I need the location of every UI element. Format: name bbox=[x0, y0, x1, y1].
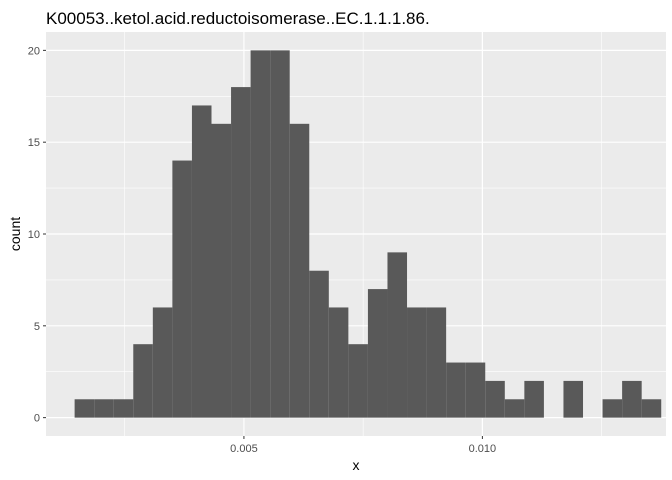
y-axis-ticks: 0 5 10 15 20 bbox=[28, 45, 46, 425]
histogram-bar bbox=[113, 399, 134, 418]
histogram-bar bbox=[328, 307, 349, 418]
y-axis-title: count bbox=[7, 217, 23, 251]
histogram-bar bbox=[622, 380, 642, 418]
x-axis-ticks: 0.005 0.010 bbox=[230, 436, 496, 455]
histogram-bar bbox=[133, 344, 153, 418]
y-tick-label: 0 bbox=[34, 413, 40, 425]
histogram-bar bbox=[504, 399, 525, 418]
histogram-bar bbox=[426, 307, 447, 418]
y-tick-label: 5 bbox=[34, 321, 40, 333]
histogram-bar bbox=[602, 399, 623, 418]
histogram-bar bbox=[641, 399, 662, 418]
histogram-bar bbox=[309, 270, 329, 418]
histogram-bar bbox=[250, 50, 271, 418]
histogram-bar bbox=[348, 344, 368, 418]
histogram-bar bbox=[446, 362, 466, 418]
histogram-bar bbox=[563, 380, 584, 418]
histogram-bar bbox=[367, 289, 388, 418]
histogram-bar bbox=[387, 252, 408, 418]
histogram-bar bbox=[172, 160, 192, 418]
histogram-bar bbox=[211, 123, 232, 418]
histogram-bar bbox=[152, 307, 173, 418]
histogram-bar bbox=[465, 362, 486, 418]
histogram-bars bbox=[74, 50, 662, 418]
histogram-bar bbox=[524, 380, 544, 418]
chart-title: K00053..ketol.acid.reductoisomerase..EC.… bbox=[46, 9, 430, 28]
y-tick-label: 15 bbox=[28, 137, 40, 149]
y-tick-label: 20 bbox=[28, 45, 40, 57]
y-tick-label: 10 bbox=[28, 229, 40, 241]
x-axis-title: x bbox=[353, 457, 360, 473]
x-tick-label: 0.010 bbox=[469, 443, 497, 455]
histogram-bar bbox=[485, 380, 505, 418]
histogram-bar bbox=[407, 307, 427, 418]
histogram-bar bbox=[191, 105, 212, 418]
histogram-bar bbox=[270, 50, 290, 418]
histogram-bar bbox=[94, 399, 114, 418]
histogram-bar bbox=[289, 123, 310, 418]
x-tick-label: 0.005 bbox=[230, 443, 258, 455]
histogram-bar bbox=[74, 399, 95, 418]
histogram-bar bbox=[231, 87, 251, 418]
